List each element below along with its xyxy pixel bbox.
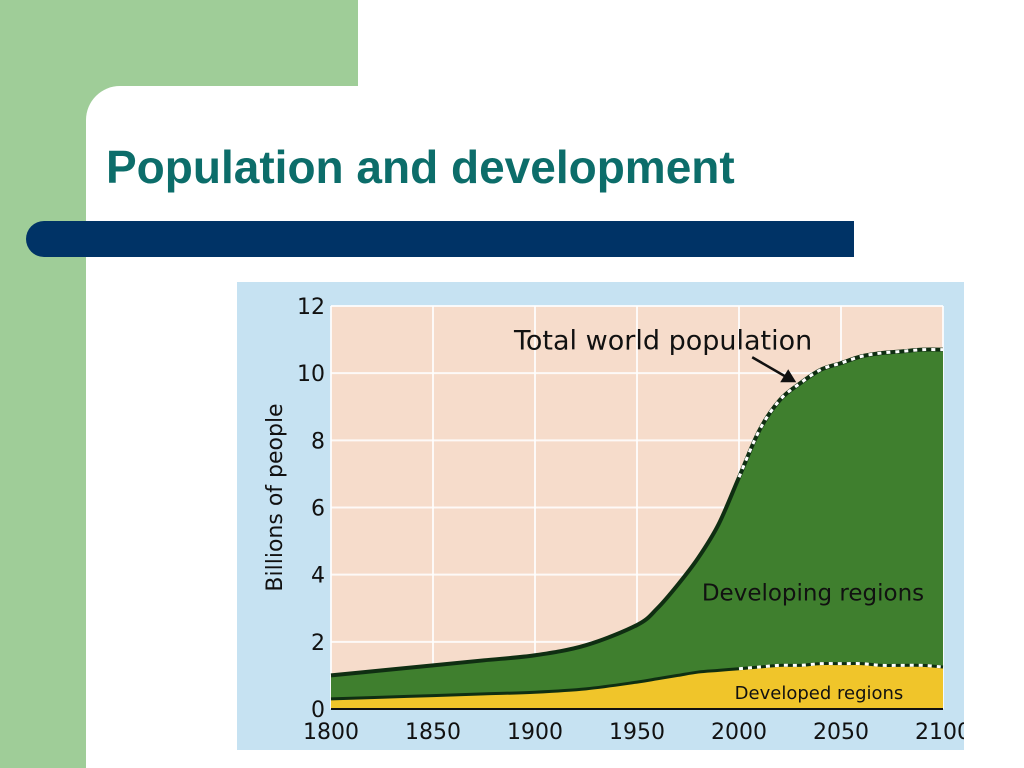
developing-regions-area: [331, 349, 943, 699]
y-tick-labels: 0 2 4 6 8 10 12: [297, 295, 325, 723]
developed-regions-area: [331, 663, 943, 709]
y-tick-label: 0: [311, 698, 325, 723]
x-tick-labels: 1800 1850 1900 1950 2000 2050 2100: [303, 720, 964, 745]
title-underline-bar: [26, 221, 854, 257]
annotation-total-label: Total world population: [513, 326, 812, 357]
x-tick-label: 1950: [609, 720, 665, 745]
x-tick-label: 2050: [813, 720, 869, 745]
y-tick-label: 2: [311, 631, 325, 656]
x-tick-label: 2000: [711, 720, 767, 745]
chart-frame: 0 2 4 6 8 10 12 1800 1850 1900 1950 2000 2050 2100 B…: [237, 282, 964, 750]
y-tick-label: 12: [297, 295, 325, 320]
total-projection-dashes: [737, 348, 944, 478]
developed-projection-dashes: [738, 662, 944, 671]
developed-boundary-line: [330, 662, 944, 701]
chart-annotations: Total world population Developing regions…: [513, 326, 924, 705]
x-tick-label: 1900: [507, 720, 563, 745]
y-tick-label: 10: [297, 362, 325, 387]
y-axis-label: Billions of people: [263, 403, 288, 591]
annotation-arrow-line: [751, 356, 791, 381]
slide-title: Population and development: [106, 141, 735, 193]
y-tick-label: 8: [311, 429, 325, 454]
population-chart: 0 2 4 6 8 10 12 1800 1850 1900 1950 2000 2050 2100 B…: [263, 295, 964, 745]
x-tick-label: 1800: [303, 720, 359, 745]
y-tick-label: 4: [311, 564, 325, 589]
y-tick-label: 6: [311, 497, 325, 522]
annotation-developed-label: Developed regions: [735, 683, 904, 704]
x-tick-label: 2100: [915, 720, 964, 745]
annotation-arrowhead: [780, 369, 797, 383]
annotation-developing-label: Developing regions: [702, 580, 924, 606]
x-tick-label: 1850: [405, 720, 461, 745]
